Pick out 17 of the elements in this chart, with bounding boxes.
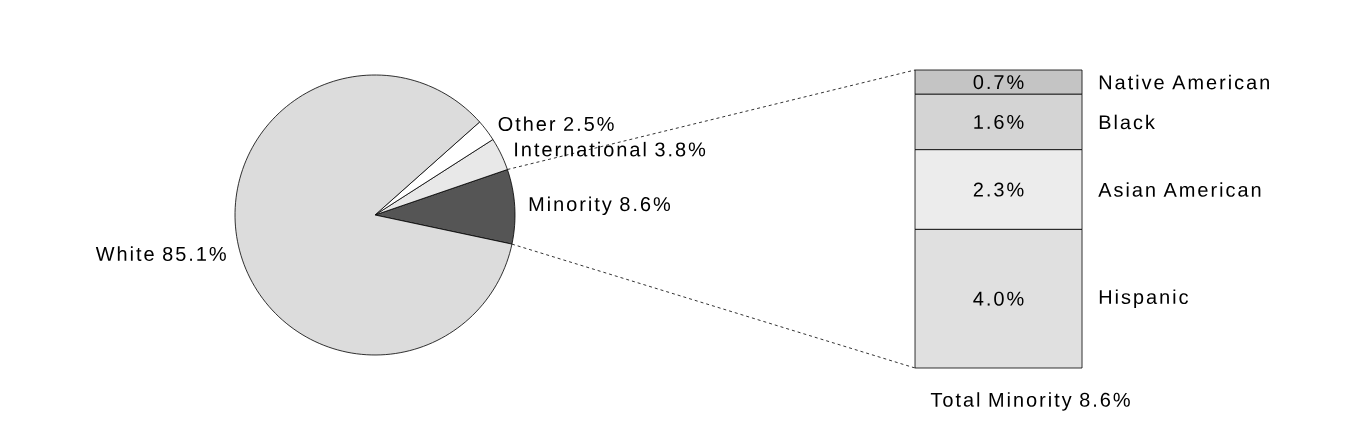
series-label: Native American <box>1099 74 1269 90</box>
data-label: 3.8% <box>655 142 706 157</box>
data-label: 85.1% <box>163 246 226 261</box>
series-label: Asian American <box>1098 182 1261 197</box>
data-label: 2.5% <box>564 116 614 132</box>
data-label: 8.6% <box>620 197 671 212</box>
slice-label: White <box>95 246 154 261</box>
data-label: 1.6% <box>974 114 1024 130</box>
slice-label: Other <box>498 116 556 132</box>
data-label: 4.0% <box>973 291 1024 306</box>
data-label: 0.7% <box>973 75 1024 90</box>
x-axis-title: Total Minority 8.6% <box>930 392 1130 411</box>
slice-label: Minority <box>529 196 612 216</box>
data-label: 2.3% <box>973 182 1024 197</box>
series-label: Black <box>1099 114 1155 130</box>
slice-label: International <box>515 141 646 157</box>
series-label: Hispanic <box>1099 289 1189 308</box>
